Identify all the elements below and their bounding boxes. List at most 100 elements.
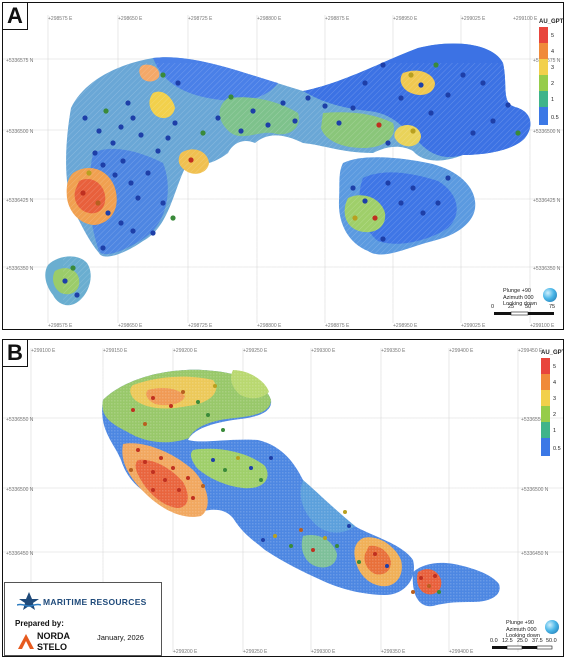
y-tick: +5336425 N [6,198,34,204]
legend-label: 3 [551,65,555,71]
x-tick: +298800 E [257,323,282,329]
legend-label: 4 [551,49,555,55]
x-tick: +299400 E [449,348,474,354]
globe-icon [543,288,557,302]
y-tick: +5336350 N [533,266,561,272]
plunge-text: Plunge +90 [503,288,531,294]
maritime-logo-icon [17,592,41,610]
report-date: January, 2026 [97,633,144,642]
x-tick: +298575 E [48,323,73,329]
panel-b-legend: AU_GPT 5 4 3 2 1 0.5 [541,350,563,462]
x-tick: +299025 E [461,16,486,22]
x-tick: +299350 E [381,348,406,354]
panel-b-letter: B [3,340,28,367]
scale-label: 37.5 [532,638,543,644]
consultant-name-line1: NORDA [37,631,70,641]
plunge-text: Plunge +90 [506,620,534,626]
panel-a-grade-shell [45,43,533,323]
y-tick: +5336550 N [521,417,549,423]
legend-swatch-3 [539,59,548,75]
panel-a-scale-bar [494,311,554,316]
legend-swatch-5 [541,358,550,374]
y-tick: +5336350 N [6,266,34,272]
norda-stelo-logo-icon [18,634,34,649]
x-tick: +299200 E [173,348,198,354]
legend-label: 2 [551,81,555,87]
x-tick: +298650 E [118,16,143,22]
x-tick: +298950 E [393,323,418,329]
legend-swatch-1 [539,91,548,107]
y-tick: +5336450 N [6,551,34,557]
legend-label: 5 [553,364,557,370]
legend-swatch-2 [541,406,550,422]
panel-b-view-info: Plunge +90 Azimuth 000 Looking down [506,620,540,640]
panel-b-x-ticks-bottom: +299200 E +299250 E +299300 E +299350 E … [173,649,474,655]
x-tick: +299100 E [31,348,56,354]
y-tick: +5336450 N [521,551,549,557]
x-tick: +298650 E [118,323,143,329]
legend-swatch-4 [539,43,548,59]
panel-b-x-ticks-top: +299100 E +299150 E +299200 E +299250 E … [31,348,543,354]
legend-swatch-4 [541,374,550,390]
panel-a-map: +298575 E +298650 E +298725 E +298800 E … [3,15,563,329]
legend-label: 5 [551,33,555,39]
panel-a-drillholes [62,62,521,298]
legend-swatch-3 [541,390,550,406]
x-tick: +299350 E [381,649,406,655]
x-tick: +298725 E [188,323,213,329]
consultant-name-line2: STELO [37,642,68,652]
x-tick: +298875 E [325,323,350,329]
x-tick: +299300 E [311,649,336,655]
scale-label: 25 [508,304,515,310]
x-tick: +299150 E [103,348,128,354]
scale-label: 50 [525,304,532,310]
panel-b-drillholes [129,384,441,594]
title-block: MARITIME RESOURCES Prepared by: NORDA ST… [4,582,162,656]
y-tick: +5336550 N [6,417,34,423]
x-tick: +298575 E [48,16,73,22]
x-tick: +299250 E [243,649,268,655]
x-tick: +299200 E [173,649,198,655]
scale-label: 50.0 [546,638,557,644]
legend-swatch-2 [539,75,548,91]
legend-label: 2 [553,412,557,418]
looking-text: Looking down [506,633,540,639]
legend-label: 1 [553,428,557,434]
panel-a-x-ticks-top: +298575 E +298650 E +298725 E +298800 E … [48,16,538,22]
legend-swatch-5 [539,27,548,43]
legend-swatch-05 [541,438,550,456]
scale-label: 25.0 [517,638,528,644]
scale-label: 12.5 [502,638,513,644]
x-tick: +298875 E [325,16,350,22]
legend-title: AU_GPT [541,350,564,356]
looking-text: Looking down [503,301,537,307]
panel-b-scale-bar [492,645,553,650]
legend-swatch-1 [541,422,550,438]
legend-title: AU_GPT [539,19,564,25]
panel-b-map: +299100 E +299150 E +299200 E +299250 E … [3,348,563,655]
azimuth-text: Azimuth 000 [503,294,534,301]
panel-b-y-ticks-right: +5336550 N +5336500 N +5336450 N [521,417,549,557]
scale-label: 0.0 [490,638,498,644]
panel-b-scale-labels: 0.0 12.5 25.0 37.5 50.0 [490,638,563,646]
panel-a: +298575 E +298650 E +298725 E +298800 E … [2,2,564,330]
x-tick: +299400 E [449,649,474,655]
x-tick: +299100 E [530,323,555,329]
y-tick: +5336500 N [6,487,34,493]
panel-a-legend: AU_GPT 5 4 3 2 1 0.5 [539,19,563,131]
y-tick: +5336500 N [521,487,549,493]
legend-swatch-05 [539,107,548,125]
panel-b-y-ticks-left: +5336550 N +5336500 N +5336450 N [6,417,34,557]
x-tick: +299250 E [243,348,268,354]
prepared-by-label: Prepared by: [15,619,64,628]
y-tick: +5336575 N [6,58,34,64]
y-tick: +5336500 N [533,129,561,135]
x-tick: +298950 E [393,16,418,22]
legend-label: 0.5 [551,115,559,121]
x-tick: +299100 E [513,16,538,22]
panel-b-grade-shell [93,365,513,610]
legend-label: 4 [553,380,557,386]
legend-label: 0.5 [553,446,561,452]
x-tick: +299300 E [311,348,336,354]
y-tick: +5336425 N [533,198,561,204]
